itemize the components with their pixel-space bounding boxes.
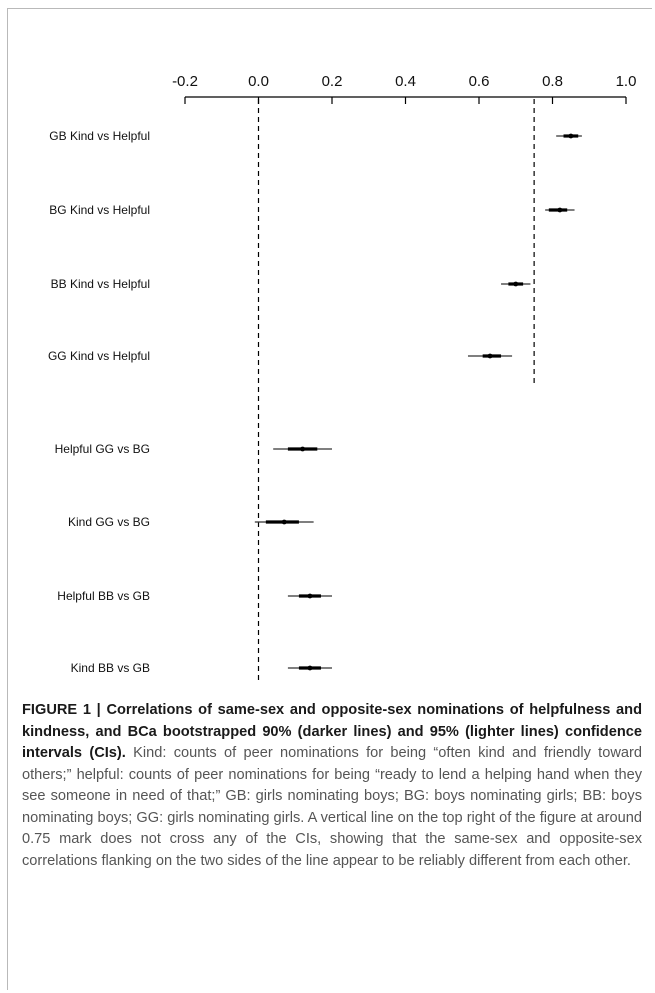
forest-row: Helpful BB vs GB	[57, 589, 332, 603]
forest-row: Kind BB vs GB	[71, 661, 332, 675]
estimate-point	[487, 353, 493, 359]
x-tick-label: 0.4	[395, 73, 416, 90]
caption-body: Kind: counts of peer nominations for bei…	[22, 745, 642, 869]
x-tick-label: 0.6	[469, 73, 490, 90]
estimate-point	[281, 519, 287, 525]
figure-caption: FIGURE 1 | Correlations of same-sex and …	[22, 700, 642, 872]
x-tick-label: 0.0	[248, 73, 269, 90]
estimate-point	[307, 665, 313, 671]
x-tick-label: -0.2	[172, 73, 198, 90]
estimate-point	[557, 207, 563, 213]
row-label: GG Kind vs Helpful	[48, 349, 150, 363]
caption-lead: FIGURE 1 | Correlations of same-sex and …	[22, 702, 642, 761]
forest-row: Kind GG vs BG	[68, 515, 314, 529]
estimate-point	[568, 133, 574, 139]
estimate-point	[300, 446, 305, 452]
forest-row: GG Kind vs Helpful	[48, 349, 513, 363]
row-label: Helpful GG vs BG	[55, 442, 150, 456]
row-label: BB Kind vs Helpful	[51, 277, 150, 291]
figure-frame	[7, 8, 652, 990]
estimate-point	[307, 593, 313, 599]
forest-row: BB Kind vs Helpful	[51, 277, 531, 291]
row-label: Kind BB vs GB	[71, 661, 150, 675]
row-label: GB Kind vs Helpful	[49, 129, 150, 143]
row-label: BG Kind vs Helpful	[49, 203, 150, 217]
forest-row: GB Kind vs Helpful	[49, 129, 582, 143]
forest-plot: -0.2 0.0 0.2 0.4 0.6 0.8 1.0 GB Kind vs Helpful…	[48, 73, 637, 681]
estimate-point	[513, 281, 519, 287]
forest-row: BG Kind vs Helpful	[49, 203, 575, 217]
row-label: Kind GG vs BG	[68, 515, 150, 529]
row-label: Helpful BB vs GB	[57, 589, 150, 603]
x-tick-label: 0.2	[322, 73, 343, 90]
forest-row: Helpful GG vs BG	[55, 442, 332, 456]
x-tick-label: 1.0	[616, 73, 637, 90]
x-tick-label: 0.8	[542, 73, 563, 90]
